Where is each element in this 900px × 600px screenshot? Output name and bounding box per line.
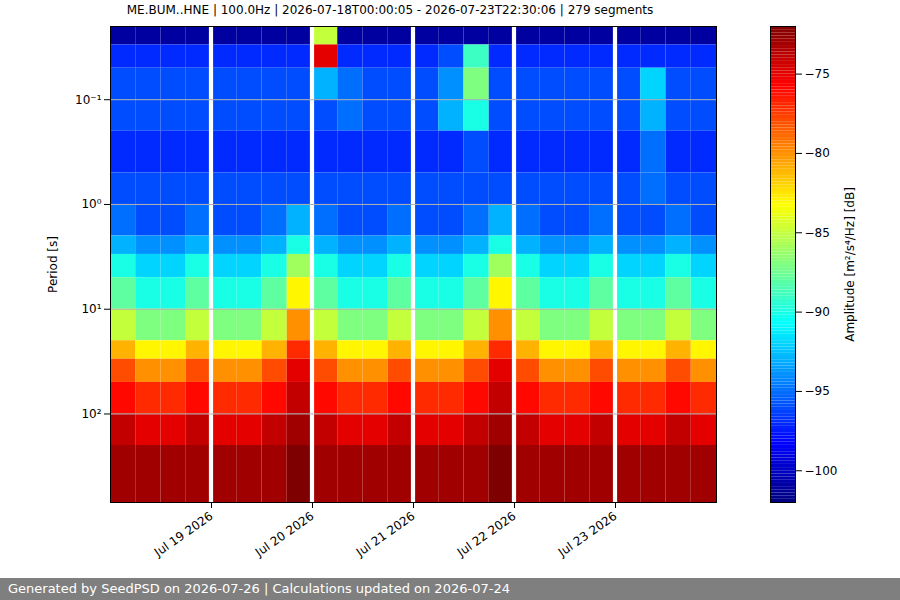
svg-text:−100: −100: [805, 464, 838, 478]
svg-text:−80: −80: [805, 146, 830, 160]
svg-text:−95: −95: [805, 384, 830, 398]
svg-text:10⁰: 10⁰: [81, 197, 101, 211]
html-text:ME.BUM..HNE | 100.0Hz | 2026-0: ME.BUM..HNE | 100.0Hz | 2026-07-18T00:00…: [126, 3, 654, 17]
svg-text:Jul 21 2026: Jul 21 2026: [353, 509, 417, 560]
svg-text:Jul 19 2026: Jul 19 2026: [151, 509, 215, 560]
svg-text:Period [s]: Period [s]: [46, 236, 60, 293]
svg-text:Jul 22 2026: Jul 22 2026: [454, 509, 518, 560]
svg-text:−85: −85: [805, 226, 830, 240]
svg-text:Jul 20 2026: Jul 20 2026: [252, 509, 316, 560]
svg-text:10⁻¹: 10⁻¹: [75, 93, 102, 107]
svg-text:10¹: 10¹: [81, 302, 101, 316]
svg-text:Amplitude [m²/s⁴/Hz] [dB]: Amplitude [m²/s⁴/Hz] [dB]: [843, 187, 857, 342]
svg-text:10²: 10²: [81, 407, 101, 421]
svg-text:Jul 23 2026: Jul 23 2026: [555, 509, 619, 560]
html-text:Generated by SeedPSD on 2026-0: Generated by SeedPSD on 2026-07-26 | Cal…: [8, 581, 510, 596]
svg-text:−90: −90: [805, 305, 830, 319]
svg-text:−75: −75: [805, 67, 830, 81]
